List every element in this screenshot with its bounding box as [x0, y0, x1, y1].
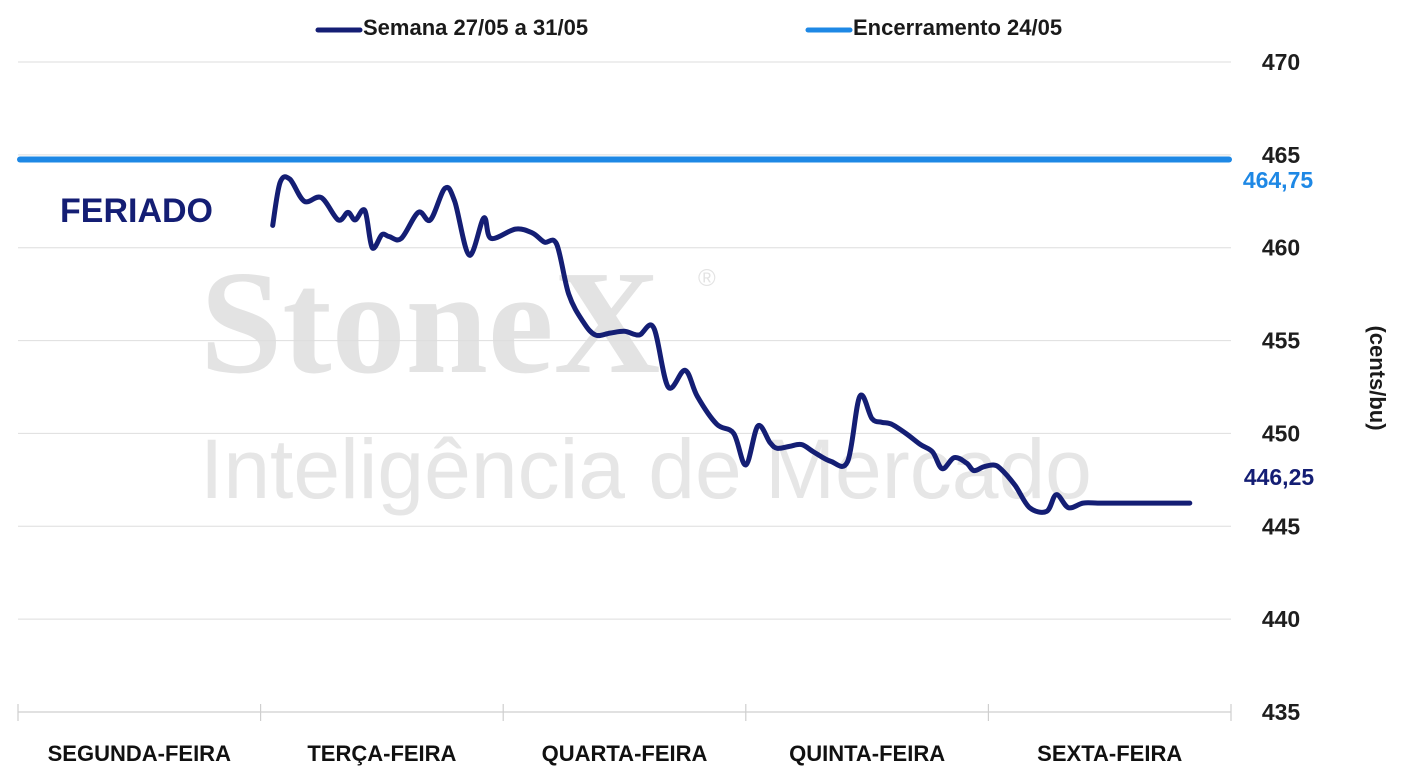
x-category-label: SEXTA-FEIRA: [1037, 741, 1182, 766]
y-tick-label: 465: [1262, 142, 1301, 168]
x-category-label: SEGUNDA-FEIRA: [48, 741, 231, 766]
x-axis-categories: SEGUNDA-FEIRA TERÇA-FEIRA QUARTA-FEIRA QUIN…: [48, 741, 1183, 766]
y-tick-label: 440: [1262, 606, 1300, 632]
legend-label-week: Semana 27/05 a 31/05: [363, 15, 588, 40]
y-tick-label: 445: [1262, 513, 1301, 539]
watermark-tagline: Inteligência de Mercado: [200, 422, 1092, 516]
x-category-label: QUARTA-FEIRA: [542, 741, 708, 766]
watermark-brand: StoneX: [200, 241, 660, 405]
close-value-label: 464,75: [1243, 167, 1314, 193]
y-tick-label: 450: [1262, 420, 1300, 446]
watermark-registered: ®: [698, 265, 716, 292]
x-category-label: TERÇA-FEIRA: [307, 741, 456, 766]
watermark: StoneX ® Inteligência de Mercado: [200, 241, 1092, 516]
y-tick-label: 455: [1262, 328, 1301, 354]
y-axis-ticks: 470 465 460 455 450 445 440 435: [1262, 49, 1301, 725]
x-category-label: QUINTA-FEIRA: [789, 741, 945, 766]
y-tick-label: 460: [1262, 235, 1300, 261]
series-lines: [17, 156, 1232, 515]
y-tick-label: 435: [1262, 699, 1301, 725]
legend-label-close: Encerramento 24/05: [853, 15, 1062, 40]
legend: Semana 27/05 a 31/05 Encerramento 24/05: [315, 15, 1062, 40]
holiday-annotation: FERIADO: [60, 192, 213, 230]
series-line-week: [270, 174, 1193, 515]
y-axis-label: (cents/bu): [1365, 325, 1390, 430]
gridlines: [18, 61, 1231, 620]
y-tick-label: 470: [1262, 49, 1300, 75]
last-value-label: 446,25: [1244, 464, 1315, 490]
x-axis: [17, 704, 1232, 721]
